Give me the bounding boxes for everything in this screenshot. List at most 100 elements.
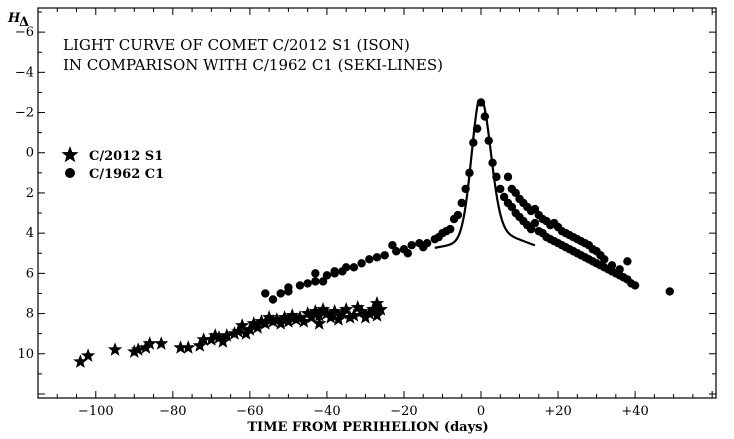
star-point xyxy=(354,304,369,318)
dot-point xyxy=(665,287,674,296)
star-point xyxy=(227,326,242,340)
legend-label-c2012s1: C/2012 S1 xyxy=(89,149,163,164)
dot-point xyxy=(496,184,505,194)
y-axis-label-subscript: Δ xyxy=(19,15,29,30)
model-fit-curve xyxy=(434,99,536,249)
star-point xyxy=(285,308,300,322)
dot-point xyxy=(422,239,432,248)
dot-point xyxy=(372,253,382,262)
y-tick-label: 8 xyxy=(26,307,34,322)
star-point xyxy=(369,296,385,310)
star-point xyxy=(73,354,88,368)
x-tick-label: −80 xyxy=(159,404,186,419)
dot-point xyxy=(488,158,497,167)
dot-point xyxy=(357,259,366,268)
star-point xyxy=(300,306,315,320)
chart-title-line-2: IN COMPARISON WITH C/1962 C1 (SEKI-LINES… xyxy=(63,56,443,74)
dot-point xyxy=(445,224,455,234)
plot-frame-group xyxy=(37,7,717,399)
dot-point xyxy=(365,255,374,264)
star-point xyxy=(142,336,157,350)
legend-label-c1962c1: C/1962 C1 xyxy=(89,167,164,182)
dot-point xyxy=(284,283,293,292)
star-point xyxy=(138,340,153,354)
star-point xyxy=(327,304,342,318)
star-point xyxy=(342,310,358,324)
dot-point xyxy=(461,184,470,194)
star-point xyxy=(308,304,323,318)
dot-point xyxy=(469,138,478,147)
dot-point xyxy=(476,98,486,107)
star-point xyxy=(127,344,142,358)
legend-star-marker xyxy=(61,146,79,163)
star-point xyxy=(288,312,304,326)
y-tick-label: 10 xyxy=(17,347,34,362)
x-tick-label: −100 xyxy=(78,404,114,419)
data-points xyxy=(73,98,674,368)
chart-title-line-1: LIGHT CURVE OF COMET C/2012 S1 (ISON) xyxy=(63,36,410,54)
dot-point xyxy=(311,269,320,278)
star-point xyxy=(235,318,250,332)
x-axis-label: TIME FROM PERIHELION (days) xyxy=(247,420,488,435)
star-point xyxy=(315,302,331,316)
star-point xyxy=(173,340,188,354)
dot-point xyxy=(484,136,493,145)
star-point xyxy=(373,302,388,316)
y-axis-label-text: H xyxy=(7,11,21,26)
dot-point xyxy=(341,263,351,272)
legend: C/2012 S1 C/1962 C1 xyxy=(61,146,164,182)
dot-point xyxy=(276,289,285,298)
star-point xyxy=(339,302,354,316)
y-tick-label: −4 xyxy=(15,65,34,80)
dot-point xyxy=(303,279,312,288)
star-point xyxy=(296,314,311,328)
dot-point xyxy=(630,281,640,290)
star-point xyxy=(246,316,261,330)
star-point xyxy=(211,330,227,344)
dot-point xyxy=(530,218,540,228)
y-tick-label: 4 xyxy=(26,226,34,241)
x-tick-label: −20 xyxy=(390,404,417,419)
star-point xyxy=(269,312,284,326)
dot-point xyxy=(388,241,397,250)
star-point xyxy=(319,306,335,320)
star-point xyxy=(265,314,281,328)
dot-point xyxy=(403,249,413,258)
star-point xyxy=(350,300,365,314)
x-tick-label: −60 xyxy=(236,404,263,419)
x-tick-label: 0 xyxy=(477,404,485,419)
dot-point xyxy=(268,295,278,304)
star-point xyxy=(262,310,277,324)
x-axis-label-group: TIME FROM PERIHELION (days) xyxy=(247,420,488,435)
y-tick-label: −6 xyxy=(15,25,34,40)
star-point xyxy=(362,306,377,320)
dot-point xyxy=(526,224,536,234)
dot-point xyxy=(511,188,520,198)
star-point xyxy=(154,336,169,350)
dot-point xyxy=(311,277,320,286)
star-point xyxy=(208,328,223,342)
dot-point xyxy=(407,241,416,250)
star-point xyxy=(131,342,146,356)
dot-point xyxy=(623,257,632,266)
dot-point xyxy=(472,124,482,133)
axis-ticks xyxy=(38,8,716,398)
dot-point xyxy=(607,261,617,270)
x-tick-label: −40 xyxy=(313,404,340,419)
dot-point xyxy=(507,202,517,212)
star-point xyxy=(254,314,269,328)
y-tick-label: −2 xyxy=(15,106,34,121)
star-point xyxy=(107,342,123,356)
star-point xyxy=(312,316,327,330)
star-point xyxy=(358,310,373,324)
dot-point xyxy=(615,265,624,274)
dot-point xyxy=(499,192,509,202)
dot-point xyxy=(295,281,305,290)
dot-point xyxy=(261,289,270,298)
dot-point xyxy=(318,277,328,286)
star-point xyxy=(181,340,196,354)
legend-dot-marker xyxy=(65,168,75,178)
star-point xyxy=(238,326,254,340)
